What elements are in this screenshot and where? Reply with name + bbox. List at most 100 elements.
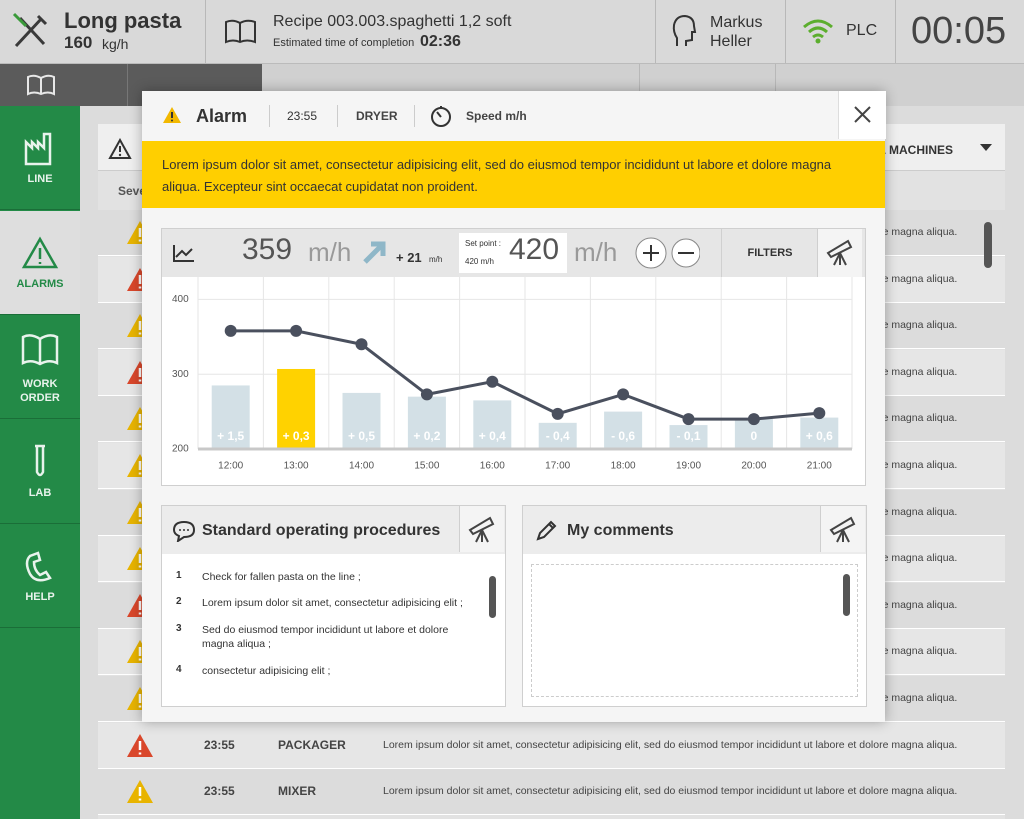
close-button[interactable]: [838, 91, 886, 139]
step-text: Lorem ipsum dolor sit amet, consectetur …: [202, 597, 463, 609]
eta: 02:36: [420, 33, 461, 50]
alarm-time: 23:55: [287, 109, 318, 123]
trend-arrow: [363, 241, 386, 264]
x-tick-label: 15:00: [414, 461, 439, 472]
product-name: Long pasta: [64, 8, 182, 33]
comments-title: My comments: [567, 522, 674, 539]
filters-label[interactable]: FILTERS: [747, 247, 793, 259]
pasta-icon: [12, 12, 48, 48]
severity-icon: [127, 733, 153, 757]
user-last: Heller: [710, 33, 752, 50]
chart: 200 300 400 + 1,5 + 0,3 + 0,5 + 0,2 + 0,4 - 0,4 -…: [172, 277, 853, 472]
wifi-icon: [803, 19, 833, 44]
clock: 00:05: [911, 10, 1007, 52]
alarm-metric: Speed m/h: [466, 109, 527, 123]
bar-label: + 0,2: [413, 429, 440, 443]
setpoint-small: 420 m/h: [465, 257, 494, 266]
machine-filter[interactable]: ALL MACHINES: [862, 143, 953, 157]
bar-label: + 0,4: [479, 429, 506, 443]
trend-icon: [173, 245, 194, 262]
severity-icon: [127, 780, 153, 804]
bar: [473, 400, 512, 449]
alarm-message: Lorem ipsum dolor sit amet, consectetur …: [162, 157, 832, 194]
sidebar-icon: [35, 444, 45, 476]
sidebar-item[interactable]: HELP: [0, 524, 80, 628]
scrollbar[interactable]: [984, 222, 992, 268]
alarm-banner: Lorem ipsum dolor sit amet, consectetur …: [142, 141, 885, 208]
sidebar-label: LINE: [27, 173, 53, 185]
current-value: 359: [242, 233, 293, 266]
book-tab[interactable]: [26, 74, 56, 96]
alarm-icon: [163, 107, 181, 123]
sidebar-item[interactable]: ALARMS: [0, 210, 80, 315]
scope-button[interactable]: [817, 229, 862, 277]
comments-card: My comments: [522, 505, 867, 707]
step-number: 1: [176, 570, 182, 581]
bar-label: 0: [751, 429, 758, 443]
line-point: [617, 388, 630, 401]
sop-icon: [172, 520, 196, 542]
x-tick-label: 12:00: [218, 461, 243, 472]
setpoint-label: Set point :: [465, 239, 502, 248]
bar: [277, 368, 316, 449]
step-text: Check for fallen pasta on the line ;: [202, 571, 361, 583]
modal-title: Alarm: [196, 106, 248, 126]
recipe-icon: [225, 19, 256, 44]
sidebar-icon: [21, 235, 59, 268]
sop-scrollbar[interactable]: [489, 576, 496, 618]
sidebar-label: ALARMS: [16, 277, 64, 290]
current-unit: m/h: [308, 237, 352, 267]
line-point: [224, 324, 237, 337]
step-number: 4: [176, 664, 182, 675]
icon-shape: [21, 235, 59, 268]
y-tick-label: 300: [172, 369, 189, 380]
speed-icon: [431, 106, 451, 127]
x-tick-label: 18:00: [611, 461, 636, 472]
line-point: [682, 413, 695, 426]
setpoint-unit: m/h: [574, 237, 618, 267]
sidebar-item[interactable]: LAB: [0, 419, 80, 524]
bar-label: - 0,1: [676, 429, 700, 443]
line-point: [813, 407, 826, 420]
filters-button[interactable]: FILTERS: [721, 229, 818, 277]
x-tick-label: 20:00: [741, 461, 766, 472]
sidebar-item[interactable]: LINE: [0, 106, 80, 210]
y-tick-label: 400: [172, 294, 189, 305]
sidebar-label: HELP: [25, 591, 55, 603]
header: Long pasta 160 kg/h Recipe 003.003.spagh…: [0, 0, 1024, 64]
bar: [407, 396, 446, 449]
rate-unit: kg/h: [102, 36, 129, 52]
icon-shape: [35, 444, 45, 476]
setpoint-buttons[interactable]: [634, 236, 700, 270]
sidebar-icon: [24, 132, 52, 166]
bar: [800, 417, 839, 449]
comments-scope[interactable]: [820, 506, 865, 552]
alarm-message: Lorem ipsum dolor sit amet, consectetur …: [383, 738, 958, 751]
rate-value: 160: [64, 33, 93, 52]
line-point: [551, 407, 564, 420]
line-point: [290, 324, 303, 337]
x-tick-label: 17:00: [545, 461, 570, 472]
sidebar-item[interactable]: WORK ORDER: [0, 315, 80, 419]
alarm-row: 23:55 MIXER Lorem ipsum dolor sit amet, co…: [98, 769, 1005, 816]
comments-scrollbar[interactable]: [843, 574, 850, 616]
sidebar-icon: [25, 551, 52, 582]
recipe: Recipe 003.003.spaghetti 1,2 soft: [273, 13, 512, 30]
bar: [669, 425, 708, 449]
x-tick-label: 19:00: [676, 461, 701, 472]
delta-unit: m/h: [429, 255, 443, 264]
line-point: [420, 388, 433, 401]
sop-scope[interactable]: [459, 506, 504, 552]
line-point: [486, 375, 499, 388]
alarm-machine: MIXER: [278, 784, 317, 799]
step-number: 3: [176, 623, 182, 634]
eta-label: Estimated time of completion: [273, 37, 415, 49]
filter-arrow[interactable]: [980, 144, 992, 152]
sop-title: Standard operating procedures: [202, 522, 441, 539]
sidebar: LINE ALARMS WORK ORDER LAB HELP: [0, 106, 80, 819]
delta: + 21: [396, 250, 422, 265]
comment-input[interactable]: [531, 564, 858, 697]
sidebar-icon: [21, 334, 59, 366]
list-icon: [108, 138, 132, 159]
